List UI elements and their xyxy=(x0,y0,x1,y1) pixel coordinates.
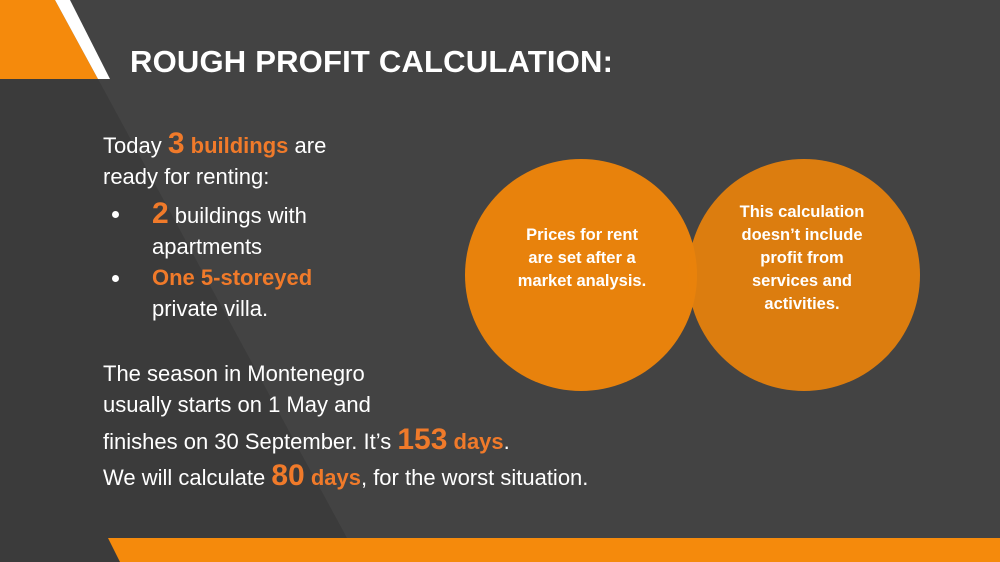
right-circle xyxy=(688,159,920,391)
apartment-buildings-count: 2 xyxy=(152,197,169,230)
list-item: 2 buildings with apartments xyxy=(112,198,312,262)
slide-title: ROUGH PROFIT CALCULATION: xyxy=(130,44,614,79)
right-circle-text: This calculation doesn’t include profit … xyxy=(739,203,865,313)
left-circle-text: Prices for rent are set after a market a… xyxy=(517,226,647,290)
intro-line-2: ready for renting: xyxy=(103,164,270,189)
top-left-orange-shape xyxy=(0,0,98,79)
intro-paragraph: Today 3 buildings are ready for renting: xyxy=(103,128,326,192)
intro-line-1: Today 3 buildings are xyxy=(103,127,327,160)
villa-highlight: One 5-storeyed xyxy=(152,265,313,290)
dark-diagonal-panel xyxy=(0,79,360,562)
bottom-orange-bar xyxy=(108,538,1000,562)
buildings-count: 3 xyxy=(167,127,185,160)
list-item: One 5-storeyed private villa. xyxy=(112,262,312,324)
bullet-dot xyxy=(112,275,119,282)
buildings-word: buildings xyxy=(184,133,289,158)
top-left-white-stripe xyxy=(55,0,110,79)
season-paragraph: The season in Montenegro usually starts … xyxy=(103,361,589,492)
left-circle xyxy=(465,159,697,391)
season-days-count: 153 xyxy=(397,423,448,456)
building-list: 2 buildings with apartments One 5-storey… xyxy=(112,198,312,324)
calculated-days-count: 80 xyxy=(271,459,305,492)
bullet-dot xyxy=(112,211,119,218)
